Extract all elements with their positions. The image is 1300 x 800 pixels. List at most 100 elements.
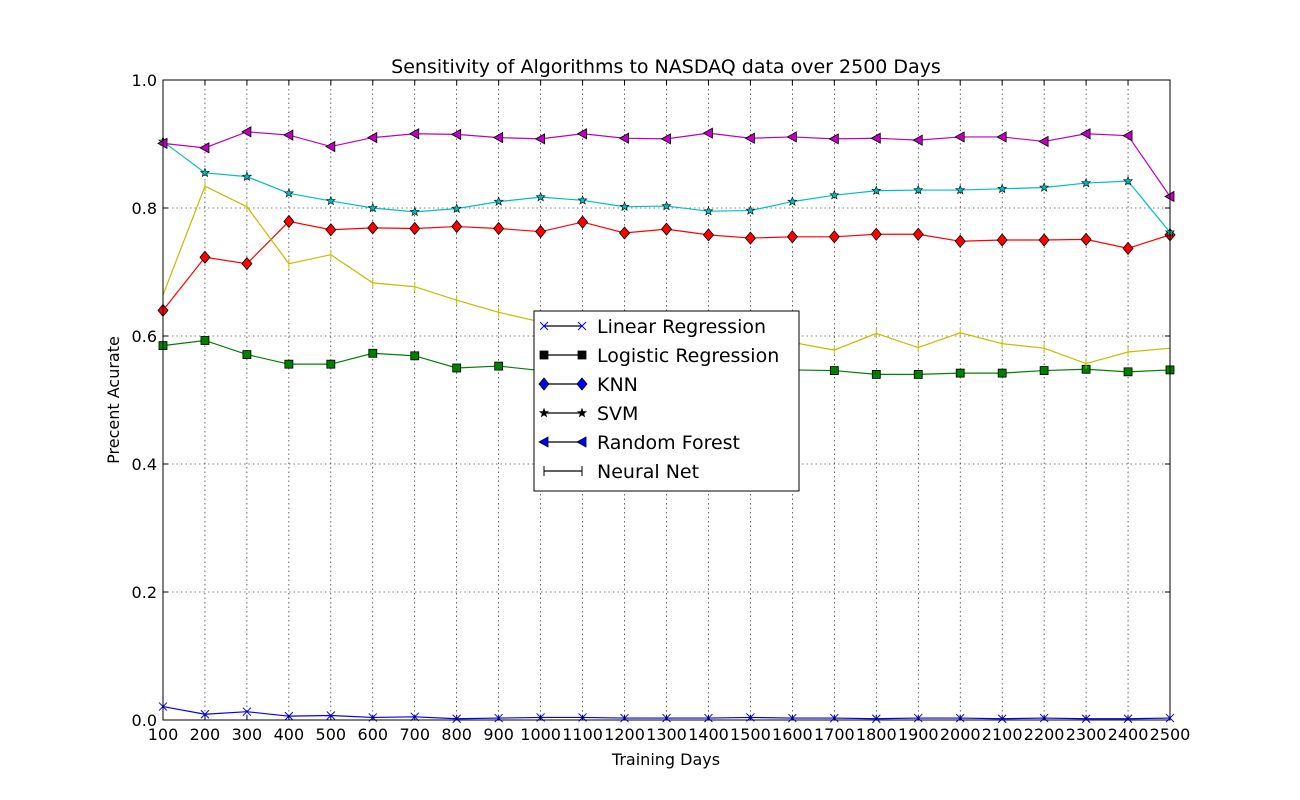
data-point-knn bbox=[1038, 233, 1050, 247]
legend-marker-end bbox=[576, 436, 587, 448]
data-point-knn bbox=[535, 225, 547, 239]
legend-item-neural-net: Neural Net bbox=[543, 461, 699, 483]
data-point-random-forest bbox=[366, 131, 378, 144]
data-point-knn bbox=[828, 230, 840, 244]
data-point-knn bbox=[451, 219, 463, 234]
data-point-random-forest bbox=[1038, 135, 1049, 148]
y-tick-label: 0.8 bbox=[132, 199, 157, 218]
x-tick-label: 200 bbox=[190, 725, 221, 744]
data-point-logistic-regression bbox=[1123, 367, 1133, 377]
x-tick-label: 2200 bbox=[1024, 725, 1065, 744]
data-point-random-forest bbox=[199, 142, 210, 154]
data-point-random-forest bbox=[241, 126, 252, 138]
legend-marker-start bbox=[538, 377, 550, 391]
data-point-random-forest bbox=[408, 128, 420, 140]
data-point-knn bbox=[619, 226, 631, 240]
data-point-knn bbox=[954, 234, 966, 248]
data-point-logistic-regression bbox=[452, 363, 462, 373]
data-point-svm bbox=[787, 196, 798, 206]
legend-label: Random Forest bbox=[597, 432, 740, 454]
data-point-random-forest bbox=[744, 132, 755, 144]
data-point-random-forest bbox=[576, 128, 587, 140]
data-point-knn bbox=[1080, 232, 1092, 246]
data-point-svm bbox=[325, 195, 336, 206]
x-tick-label: 500 bbox=[316, 725, 347, 744]
series-layer bbox=[157, 126, 1176, 724]
data-point-logistic-regression bbox=[284, 359, 294, 369]
data-point-knn bbox=[283, 214, 295, 229]
data-point-svm bbox=[955, 184, 966, 195]
data-point-svm bbox=[199, 167, 211, 178]
legend-marker-end bbox=[576, 407, 588, 418]
y-tick-label: 0.4 bbox=[132, 455, 157, 474]
data-point-svm bbox=[283, 187, 294, 198]
data-point-svm bbox=[409, 206, 420, 217]
legend-item-random-forest: Random Forest bbox=[538, 432, 740, 454]
data-point-knn bbox=[493, 221, 505, 236]
data-point-svm bbox=[535, 191, 546, 202]
data-point-random-forest bbox=[534, 133, 546, 145]
data-point-svm bbox=[871, 185, 882, 196]
data-point-random-forest bbox=[618, 132, 629, 144]
data-point-random-forest bbox=[660, 133, 671, 145]
data-point-logistic-regression bbox=[913, 369, 923, 379]
x-tick-label: 2300 bbox=[1066, 725, 1107, 744]
data-point-svm bbox=[745, 205, 756, 215]
data-point-logistic-regression bbox=[242, 350, 252, 359]
data-point-knn bbox=[325, 223, 337, 237]
data-point-svm bbox=[619, 201, 630, 212]
data-point-random-forest bbox=[283, 129, 294, 141]
data-point-knn bbox=[367, 221, 379, 235]
x-tick-label: 1800 bbox=[856, 725, 897, 744]
data-point-logistic-regression bbox=[997, 368, 1007, 378]
y-tick-label: 1.0 bbox=[132, 71, 157, 90]
data-point-knn bbox=[744, 231, 756, 245]
data-point-logistic-regression bbox=[410, 351, 420, 361]
x-tick-label: 2000 bbox=[940, 725, 981, 744]
y-axis: 0.0 0.2 0.4 0.6 0.8 1.0 bbox=[132, 71, 1170, 730]
legend-marker-start bbox=[538, 436, 549, 448]
x-tick-label: 1900 bbox=[898, 725, 939, 744]
data-point-knn bbox=[996, 233, 1008, 247]
x-tick-label: 1500 bbox=[730, 725, 771, 744]
data-point-random-forest bbox=[325, 140, 336, 153]
legend-label: Linear Regression bbox=[597, 316, 766, 338]
data-point-random-forest bbox=[1080, 128, 1091, 140]
data-point-svm bbox=[829, 189, 840, 200]
series-knn bbox=[157, 214, 1176, 318]
data-point-logistic-regression bbox=[200, 336, 210, 345]
legend-marker-start bbox=[539, 350, 549, 360]
y-tick-label: 0.2 bbox=[132, 583, 157, 602]
x-tick-label: 400 bbox=[274, 725, 305, 744]
y-tick-label: 0.0 bbox=[132, 711, 157, 730]
legend-item-svm: SVM bbox=[538, 403, 638, 425]
legend-item-knn: KNN bbox=[538, 374, 638, 396]
x-tick-label: 900 bbox=[483, 725, 514, 744]
data-point-knn bbox=[199, 250, 211, 264]
legend-item-linear-regression: Linear Regression bbox=[539, 316, 766, 338]
data-point-random-forest bbox=[786, 131, 797, 143]
data-point-svm bbox=[493, 196, 504, 206]
data-point-svm bbox=[997, 183, 1008, 194]
data-point-knn bbox=[702, 228, 714, 242]
x-tick-label: 600 bbox=[358, 725, 389, 744]
data-point-knn bbox=[577, 215, 589, 229]
legend-marker-end bbox=[576, 377, 588, 391]
legend-label: Logistic Regression bbox=[597, 345, 779, 367]
x-tick-label: 1400 bbox=[688, 725, 729, 744]
data-point-random-forest bbox=[702, 127, 713, 139]
x-tick-label: 1600 bbox=[772, 725, 813, 744]
data-point-svm bbox=[451, 203, 462, 213]
x-tick-label: 2100 bbox=[982, 725, 1023, 744]
legend-label: KNN bbox=[597, 374, 638, 396]
data-point-svm bbox=[241, 171, 253, 181]
x-tick-label: 300 bbox=[232, 725, 263, 744]
data-point-random-forest bbox=[996, 131, 1007, 143]
x-tick-label: 100 bbox=[148, 725, 179, 744]
x-axis: 100 200 300 400 500 600 700 800 900 1000 1100 1200 1… bbox=[148, 80, 1190, 744]
data-point-linear-regression bbox=[200, 709, 210, 719]
data-point-svm bbox=[577, 194, 588, 205]
data-point-svm bbox=[1080, 177, 1092, 188]
data-point-random-forest bbox=[1122, 130, 1133, 142]
